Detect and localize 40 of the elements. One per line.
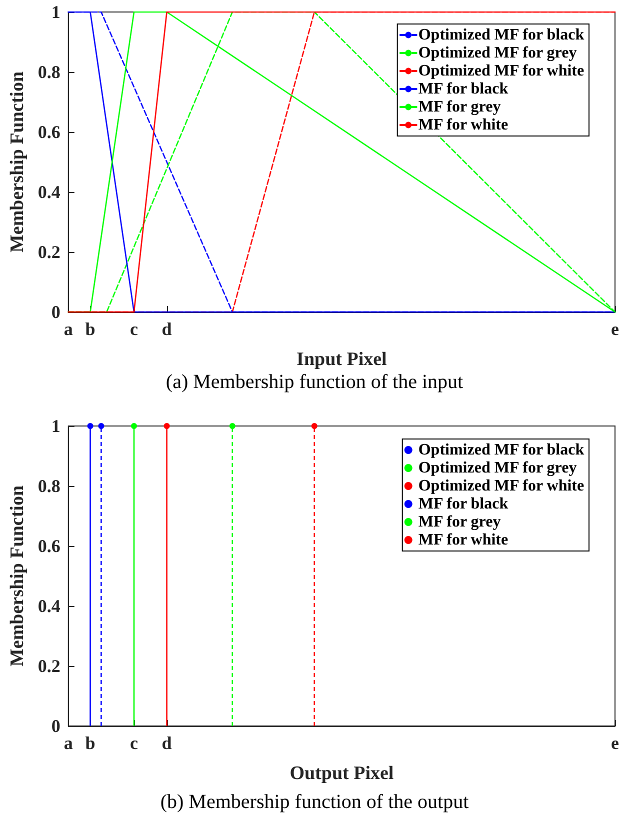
y-tick-label: 0.2 [38,242,60,262]
y-tick-label: 0.6 [38,122,60,142]
y-tick-label: 1 [51,2,60,22]
legend-label: MF for white [418,116,508,134]
x-tick-label: d [162,733,172,753]
legend-label: MF for grey [418,514,501,530]
y-tick-label: 1 [51,416,60,436]
legend-label: Optimized MF for white [418,478,584,494]
y-tick-label: 0.8 [38,62,60,82]
legend-label: MF for white [418,532,508,548]
legend-label: Optimized MF for grey [418,44,577,62]
y-tick-label: 0.8 [38,476,60,496]
legend-label: Optimized MF for white [418,62,584,80]
y-tick-label: 0.4 [38,596,60,616]
x-tick-label: b [85,733,96,753]
y-axis-title: Membership Function [7,485,28,667]
x-tick-label: c [130,733,138,753]
x-tick-label: a [64,319,73,339]
x-axis-title: Input Pixel [296,349,387,370]
x-tick-label: e [611,733,619,753]
legend-label: Optimized MF for black [418,26,584,44]
y-tick-label: 0.4 [38,182,60,202]
x-axis-title: Output Pixel [290,763,394,784]
x-tick-label: e [611,319,619,339]
x-tick-label: b [85,319,96,339]
x-tick-label: a [64,733,73,753]
text: (a) Membership function of the input [166,371,464,393]
y-tick-label: 0.6 [38,536,60,556]
y-tick-label: 0 [51,302,60,322]
text: (b) Membership function of the output [160,791,470,813]
legend-label: Optimized MF for black [418,442,584,458]
legend-label: MF for black [418,496,508,512]
y-axis-title: Membership Function [7,71,28,253]
legend-label: MF for grey [418,98,501,116]
legend-label: MF for black [418,80,508,98]
x-tick-label: c [130,319,138,339]
x-tick-label: d [162,319,172,339]
y-tick-label: 0 [51,716,60,736]
legend-label: Optimized MF for grey [418,460,577,476]
y-tick-label: 0.2 [38,656,60,676]
